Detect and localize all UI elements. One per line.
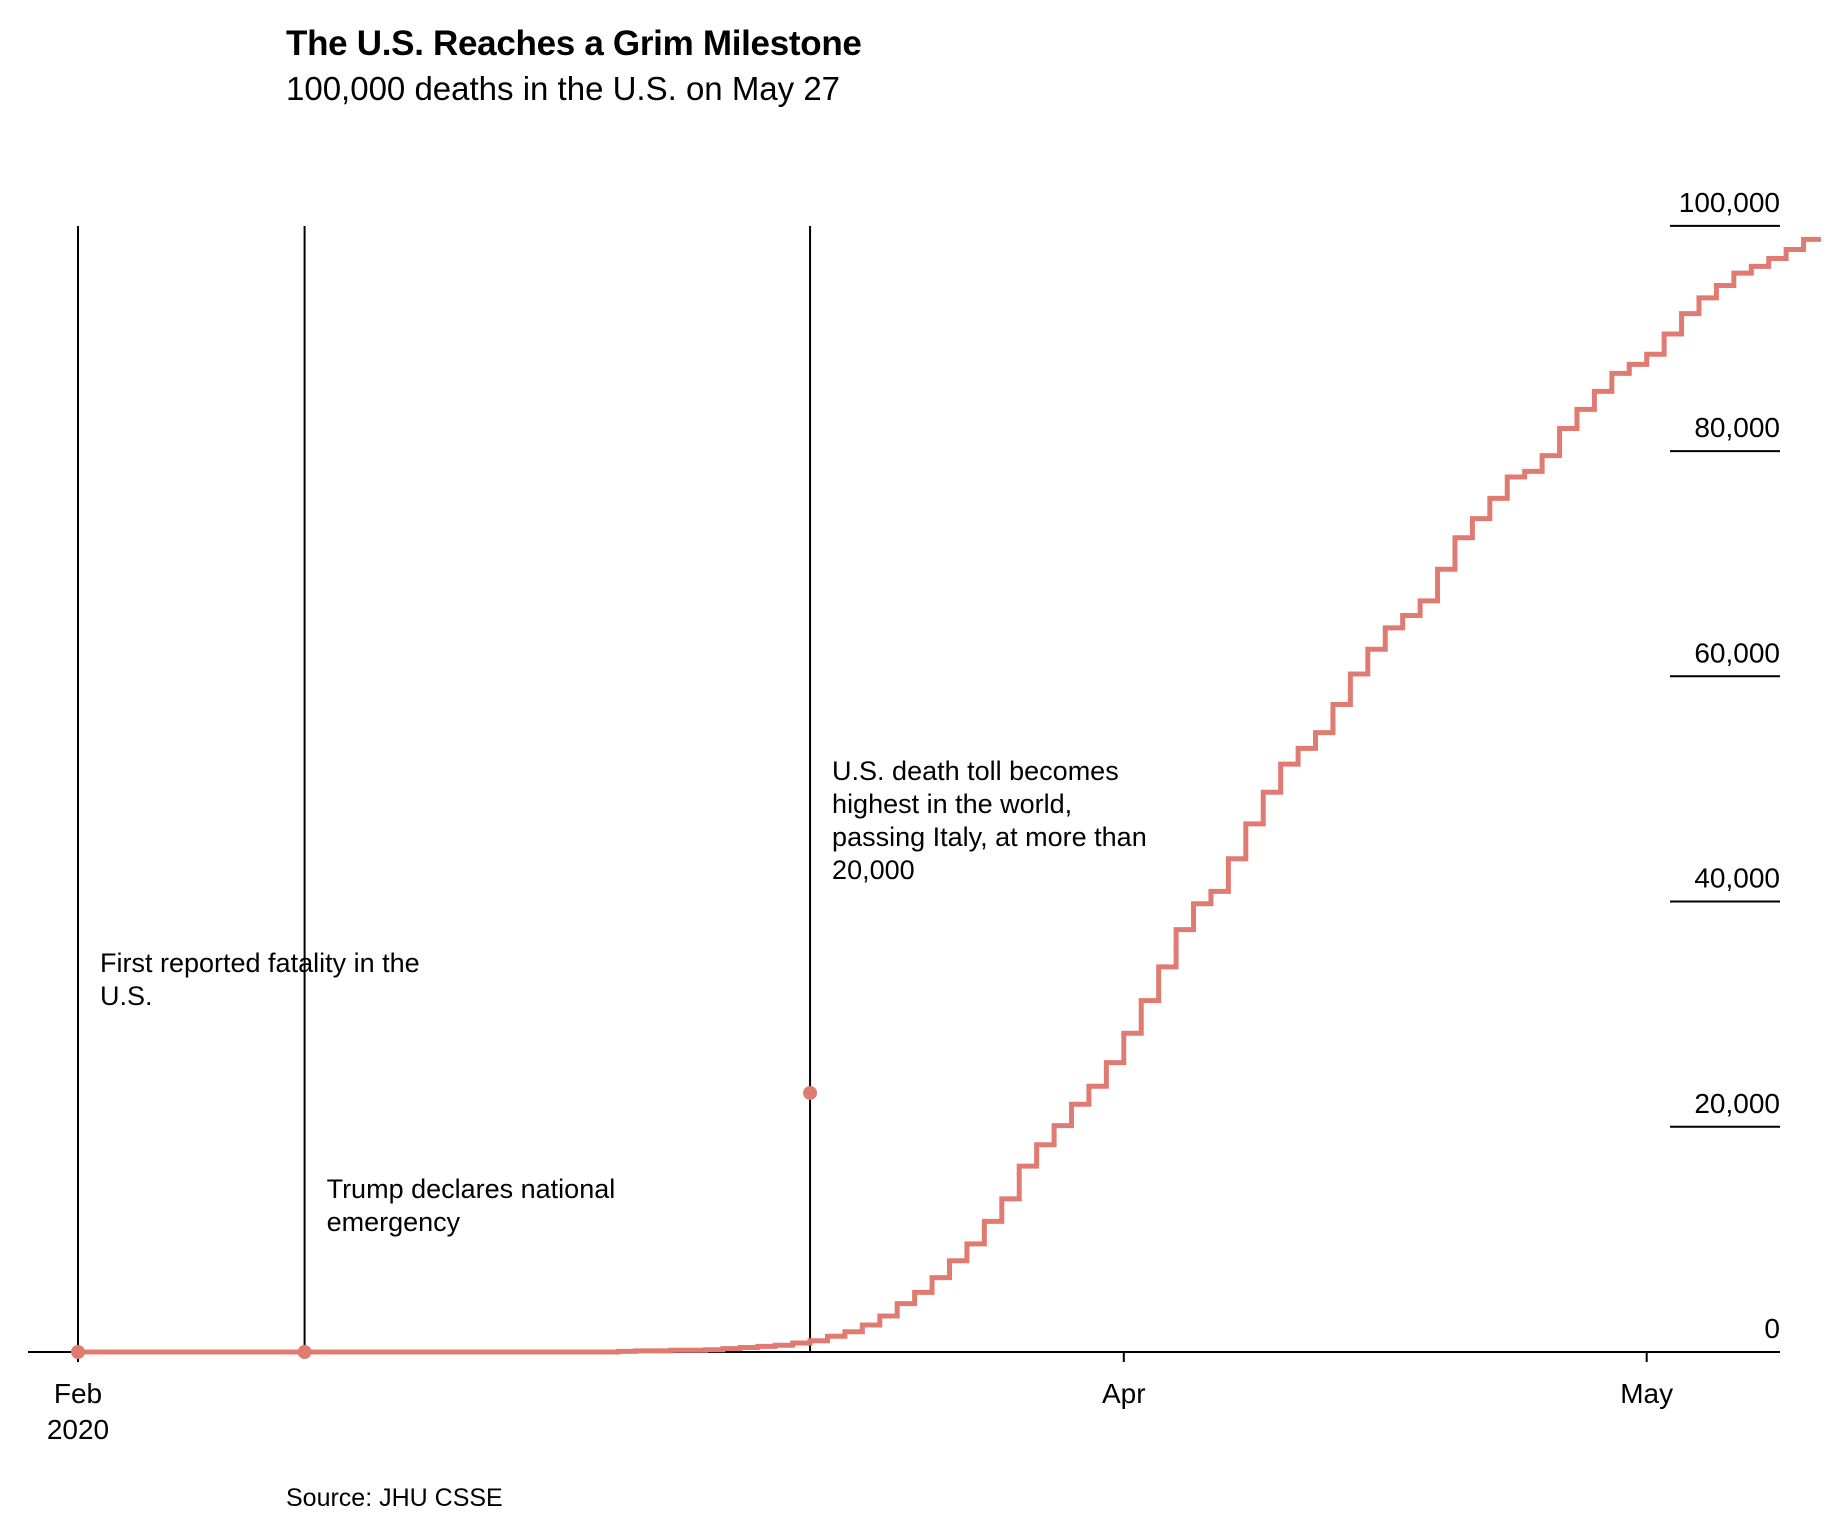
- annotation-line: First reported fatality in the: [100, 948, 420, 978]
- annotation-line: 20,000: [832, 855, 915, 885]
- chart-subtitle: 100,000 deaths in the U.S. on May 27: [286, 70, 841, 107]
- x-tick-label: Apr: [1102, 1378, 1146, 1409]
- annotation-line: U.S.: [100, 981, 153, 1011]
- x-tick-label: May: [1620, 1378, 1673, 1409]
- event-marker: [71, 1345, 85, 1359]
- x-tick-sublabel: 2020: [47, 1414, 109, 1445]
- x-axis: Feb 2020 Apr May: [28, 1351, 1780, 1445]
- annotation-line: emergency: [327, 1207, 461, 1237]
- y-tick-label: 100,000: [1679, 187, 1780, 218]
- chart-title: The U.S. Reaches a Grim Milestone: [286, 24, 862, 63]
- y-tick-label: 60,000: [1694, 637, 1780, 668]
- y-tick-label: 0: [1764, 1313, 1780, 1344]
- x-tick-label: Feb: [54, 1378, 102, 1409]
- event-marker: [803, 1085, 818, 1100]
- source-note: Source: JHU CSSE: [286, 1484, 503, 1512]
- annotation-line: highest in the world,: [832, 789, 1072, 819]
- annotation-line: U.S. death toll becomes: [832, 756, 1119, 786]
- event-marker: [297, 1345, 312, 1359]
- annotation-line: Trump declares national: [327, 1174, 616, 1204]
- y-tick-label: 40,000: [1694, 863, 1780, 894]
- annotation-line: passing Italy, at more than: [832, 822, 1147, 852]
- series-layer: [71, 236, 1821, 1359]
- y-tick-label: 20,000: [1694, 1088, 1780, 1119]
- y-axis-ticks: 0 20,000 40,000 60,000 80,000 100,000: [1670, 187, 1780, 1344]
- y-tick-label: 80,000: [1694, 412, 1780, 443]
- event-lines: [77, 226, 812, 1352]
- series-line: [78, 236, 1821, 1355]
